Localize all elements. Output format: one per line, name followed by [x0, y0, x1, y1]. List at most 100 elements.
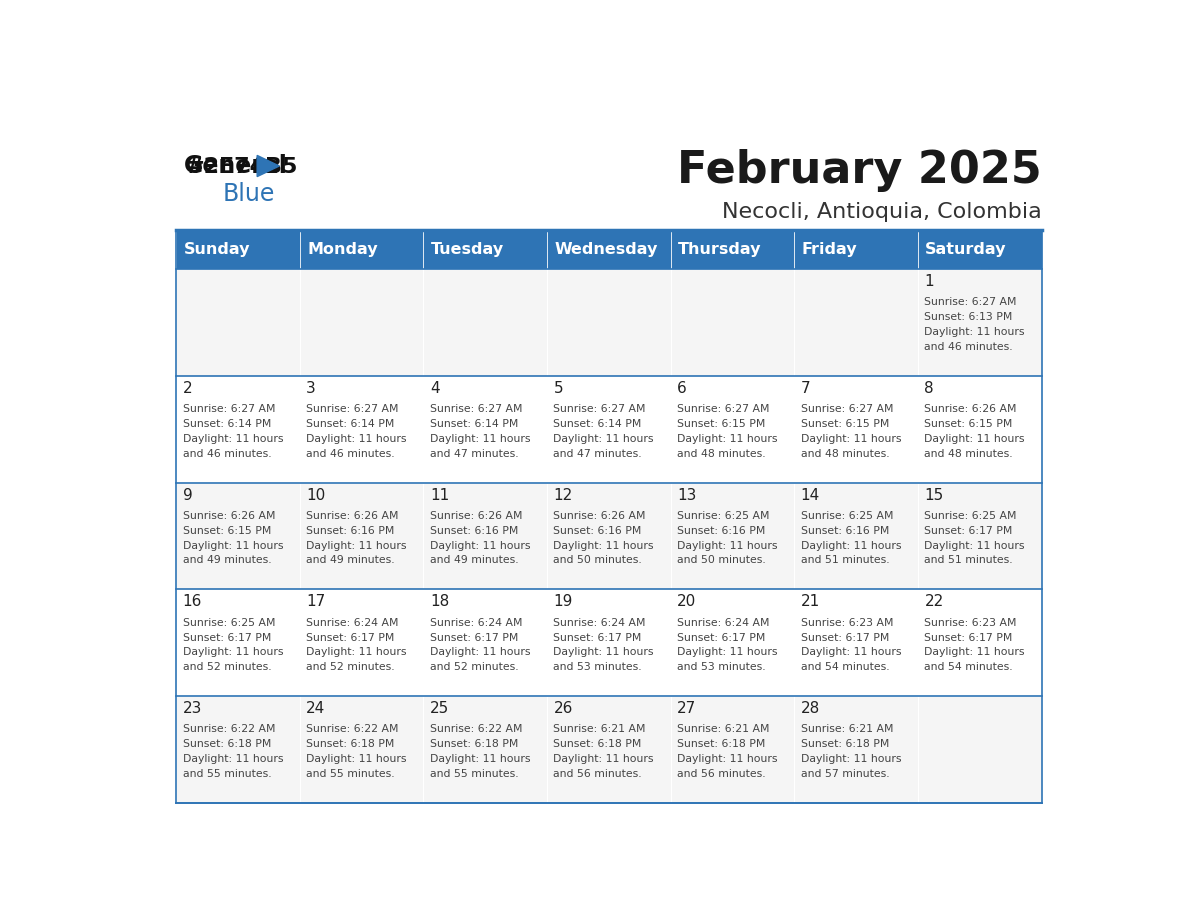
Text: and 57 minutes.: and 57 minutes.: [801, 769, 890, 779]
Text: Daylight: 11 hours: Daylight: 11 hours: [430, 541, 530, 551]
Text: Sunrise: 6:21 AM: Sunrise: 6:21 AM: [801, 724, 893, 734]
Text: Sunrise: 6:27 AM: Sunrise: 6:27 AM: [307, 404, 399, 414]
Text: Sunrise: 6:24 AM: Sunrise: 6:24 AM: [554, 618, 646, 628]
Text: February 2025: February 2025: [677, 149, 1042, 192]
Text: Sunset: 6:15 PM: Sunset: 6:15 PM: [801, 419, 889, 429]
Text: Daylight: 11 hours: Daylight: 11 hours: [307, 647, 406, 657]
Text: Friday: Friday: [802, 242, 858, 257]
Text: Daylight: 11 hours: Daylight: 11 hours: [183, 754, 283, 764]
Bar: [918, 589, 1042, 696]
Text: Sunrise: 6:26 AM: Sunrise: 6:26 AM: [183, 511, 276, 521]
Text: Sunset: 6:18 PM: Sunset: 6:18 PM: [183, 739, 271, 749]
Text: and 56 minutes.: and 56 minutes.: [677, 769, 766, 779]
Polygon shape: [257, 155, 279, 176]
Text: 20: 20: [677, 594, 696, 610]
Text: 25: 25: [430, 701, 449, 716]
Bar: [176, 696, 299, 803]
Text: Daylight: 11 hours: Daylight: 11 hours: [554, 754, 653, 764]
Text: Sunset: 6:16 PM: Sunset: 6:16 PM: [430, 526, 518, 536]
Text: Daylight: 11 hours: Daylight: 11 hours: [430, 434, 530, 444]
Text: Sunset: 6:17 PM: Sunset: 6:17 PM: [430, 633, 518, 643]
Text: Daylight: 11 hours: Daylight: 11 hours: [924, 541, 1025, 551]
Bar: [671, 483, 795, 589]
Text: Sunset: 6:15 PM: Sunset: 6:15 PM: [677, 419, 765, 429]
Text: Daylight: 11 hours: Daylight: 11 hours: [924, 434, 1025, 444]
Bar: [546, 696, 671, 803]
Text: and 53 minutes.: and 53 minutes.: [554, 662, 642, 672]
Bar: [176, 376, 299, 483]
Bar: [423, 483, 546, 589]
Bar: [299, 230, 423, 269]
Text: Daylight: 11 hours: Daylight: 11 hours: [554, 647, 653, 657]
Text: and 51 minutes.: and 51 minutes.: [924, 555, 1013, 565]
Bar: [299, 589, 423, 696]
Text: and 53 minutes.: and 53 minutes.: [677, 662, 766, 672]
Text: Daylight: 11 hours: Daylight: 11 hours: [677, 541, 778, 551]
Bar: [795, 483, 918, 589]
Text: Sunset: 6:15 PM: Sunset: 6:15 PM: [183, 526, 271, 536]
Text: Sunrise: 6:26 AM: Sunrise: 6:26 AM: [924, 404, 1017, 414]
Text: Sunrise: 6:25 AM: Sunrise: 6:25 AM: [801, 511, 893, 521]
Text: Sunset: 6:14 PM: Sunset: 6:14 PM: [430, 419, 518, 429]
Text: Sunrise: 6:26 AM: Sunrise: 6:26 AM: [307, 511, 399, 521]
Text: and 55 minutes.: and 55 minutes.: [183, 769, 271, 779]
Text: Sunset: 6:17 PM: Sunset: 6:17 PM: [677, 633, 765, 643]
Text: Sunrise: 6:23 AM: Sunrise: 6:23 AM: [924, 618, 1017, 628]
Text: Daylight: 11 hours: Daylight: 11 hours: [183, 434, 283, 444]
Text: 24: 24: [307, 701, 326, 716]
Text: Daylight: 11 hours: Daylight: 11 hours: [924, 647, 1025, 657]
Text: Daylight: 11 hours: Daylight: 11 hours: [801, 434, 902, 444]
Text: Sunrise: 6:21 AM: Sunrise: 6:21 AM: [677, 724, 770, 734]
Text: Sunset: 6:16 PM: Sunset: 6:16 PM: [554, 526, 642, 536]
Text: 8: 8: [924, 381, 934, 396]
Text: and 49 minutes.: and 49 minutes.: [183, 555, 271, 565]
Text: 4: 4: [430, 381, 440, 396]
Text: Sunrise: 6:26 AM: Sunrise: 6:26 AM: [430, 511, 523, 521]
Text: 27: 27: [677, 701, 696, 716]
Text: Sunrise: 6:21 AM: Sunrise: 6:21 AM: [554, 724, 646, 734]
Text: and 47 minutes.: and 47 minutes.: [554, 449, 642, 459]
Text: 15: 15: [924, 487, 943, 503]
Text: 10: 10: [307, 487, 326, 503]
Text: and 54 minutes.: and 54 minutes.: [801, 662, 890, 672]
Text: Sunset: 6:17 PM: Sunset: 6:17 PM: [801, 633, 889, 643]
Text: Daylight: 11 hours: Daylight: 11 hours: [801, 647, 902, 657]
Text: 18: 18: [430, 594, 449, 610]
Text: and 49 minutes.: and 49 minutes.: [430, 555, 518, 565]
Bar: [671, 589, 795, 696]
Bar: [546, 483, 671, 589]
Bar: [918, 269, 1042, 376]
Text: Blue: Blue: [222, 182, 274, 206]
Text: and 46 minutes.: and 46 minutes.: [183, 449, 271, 459]
Text: Sunset: 6:18 PM: Sunset: 6:18 PM: [307, 739, 394, 749]
Text: Sunset: 6:13 PM: Sunset: 6:13 PM: [924, 312, 1012, 322]
Text: Daylight: 11 hours: Daylight: 11 hours: [430, 647, 530, 657]
Bar: [176, 230, 299, 269]
Text: General: General: [183, 154, 287, 178]
Text: Daylight: 11 hours: Daylight: 11 hours: [554, 434, 653, 444]
Bar: [795, 376, 918, 483]
Text: Daylight: 11 hours: Daylight: 11 hours: [801, 754, 902, 764]
Bar: [671, 269, 795, 376]
Text: 5: 5: [554, 381, 563, 396]
Text: Sunrise: 6:25 AM: Sunrise: 6:25 AM: [677, 511, 770, 521]
Text: Sunrise: 6:25 AM: Sunrise: 6:25 AM: [924, 511, 1017, 521]
Text: 26: 26: [554, 701, 573, 716]
Text: Sunset: 6:17 PM: Sunset: 6:17 PM: [307, 633, 394, 643]
Text: Thursday: Thursday: [678, 242, 762, 257]
Text: Sunrise: 6:27 AM: Sunrise: 6:27 AM: [801, 404, 893, 414]
Text: 28: 28: [801, 701, 820, 716]
Text: Sunrise: 6:22 AM: Sunrise: 6:22 AM: [430, 724, 523, 734]
Text: Sunrise: 6:24 AM: Sunrise: 6:24 AM: [677, 618, 770, 628]
Bar: [423, 230, 546, 269]
Bar: [299, 696, 423, 803]
Text: and 48 minutes.: and 48 minutes.: [801, 449, 890, 459]
Bar: [176, 589, 299, 696]
Text: Daylight: 11 hours: Daylight: 11 hours: [430, 754, 530, 764]
Text: Sunset: 6:17 PM: Sunset: 6:17 PM: [183, 633, 271, 643]
Bar: [299, 376, 423, 483]
Bar: [671, 696, 795, 803]
Text: Sunset: 6:18 PM: Sunset: 6:18 PM: [677, 739, 765, 749]
Text: Sunset: 6:17 PM: Sunset: 6:17 PM: [924, 526, 1012, 536]
Text: and 46 minutes.: and 46 minutes.: [307, 449, 394, 459]
